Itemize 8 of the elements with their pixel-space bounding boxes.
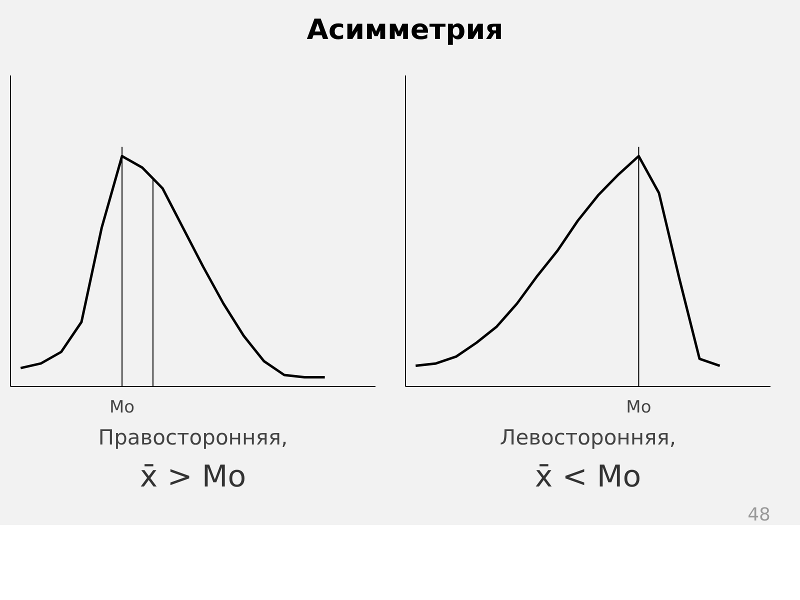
- text: x̄ < Mo: [534, 460, 642, 494]
- text: 48: [748, 504, 770, 526]
- text: Mo: [626, 398, 652, 418]
- x-axis-title: Правосторонняя,: [98, 426, 288, 450]
- text: Асимметрия: [306, 12, 504, 48]
- text: x̄ > Mo: [140, 460, 246, 494]
- x-axis-title: Левосторонняя,: [500, 426, 676, 450]
- text: Mo: [109, 398, 135, 418]
